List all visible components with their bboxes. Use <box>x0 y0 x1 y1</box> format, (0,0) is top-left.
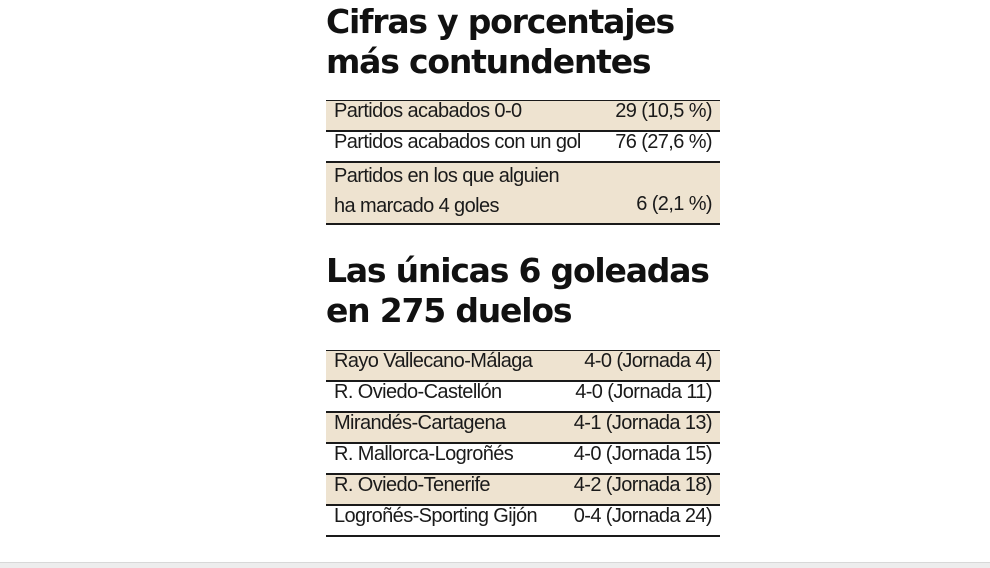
table-row: Partidos acabados 0-0 29 (10,5 %) <box>326 100 720 132</box>
bottom-edge-strip <box>0 562 990 568</box>
table-row: R. Mallorca-Logroñés 4-0 (Jornada 15) <box>326 443 720 475</box>
table-row: Logroñés-Sporting Gijón 0-4 (Jornada 24) <box>326 505 720 537</box>
match-result: 4-0 (Jornada 15) <box>573 443 713 465</box>
match-label: R. Oviedo-Tenerife <box>334 474 491 496</box>
section2-title-line2: en 275 duelos <box>326 291 572 330</box>
row-label: Partidos acabados con un gol <box>334 131 581 153</box>
section2-title-line1: Las únicas 6 goleadas <box>326 251 710 290</box>
table-row: R. Oviedo-Castellón 4-0 (Jornada 11) <box>326 381 720 413</box>
match-label: Logroñés-Sporting Gijón <box>334 505 538 527</box>
table-row: Rayo Vallecano-Málaga 4-0 (Jornada 4) <box>326 350 720 382</box>
row-value: 76 (27,6 %) <box>615 131 712 153</box>
table-row: Partidos en los que alguien ha marcado 4… <box>326 163 720 225</box>
row-value: 6 (2,1 %) <box>636 193 712 215</box>
stats-table: Partidos acabados 0-0 29 (10,5 %) Partid… <box>326 100 720 225</box>
section1-title-line1: Cifras y porcentajes <box>326 2 675 41</box>
row-label-line1: Partidos en los que alguien <box>334 165 560 187</box>
match-result: 4-0 (Jornada 11) <box>575 381 712 403</box>
row-label: Partidos en los que alguien ha marcado 4… <box>334 161 560 223</box>
match-result: 0-4 (Jornada 24) <box>573 505 713 527</box>
match-label: R. Oviedo-Castellón <box>334 381 502 403</box>
match-label: Mirandés-Cartagena <box>334 412 506 434</box>
section2-title: Las únicas 6 goleadas en 275 duelos <box>326 251 746 331</box>
match-result: 4-2 (Jornada 18) <box>573 474 713 496</box>
match-label: Rayo Vallecano-Málaga <box>334 350 533 372</box>
match-label: R. Mallorca-Logroñés <box>334 443 514 465</box>
row-label-line2: ha marcado 4 goles <box>334 195 499 217</box>
section1-title-line2: más contundentes <box>326 42 652 81</box>
table-row: Partidos acabados con un gol 76 (27,6 %) <box>326 131 720 163</box>
results-table: Rayo Vallecano-Málaga 4-0 (Jornada 4) R.… <box>326 350 720 537</box>
table-row: R. Oviedo-Tenerife 4-2 (Jornada 18) <box>326 474 720 506</box>
match-result: 4-0 (Jornada 4) <box>584 350 712 372</box>
row-value: 29 (10,5 %) <box>615 100 712 122</box>
table-row: Mirandés-Cartagena 4-1 (Jornada 13) <box>326 412 720 444</box>
row-label: Partidos acabados 0-0 <box>334 100 522 122</box>
section1-title: Cifras y porcentajes más contundentes <box>326 2 746 82</box>
match-result: 4-1 (Jornada 13) <box>573 412 713 434</box>
